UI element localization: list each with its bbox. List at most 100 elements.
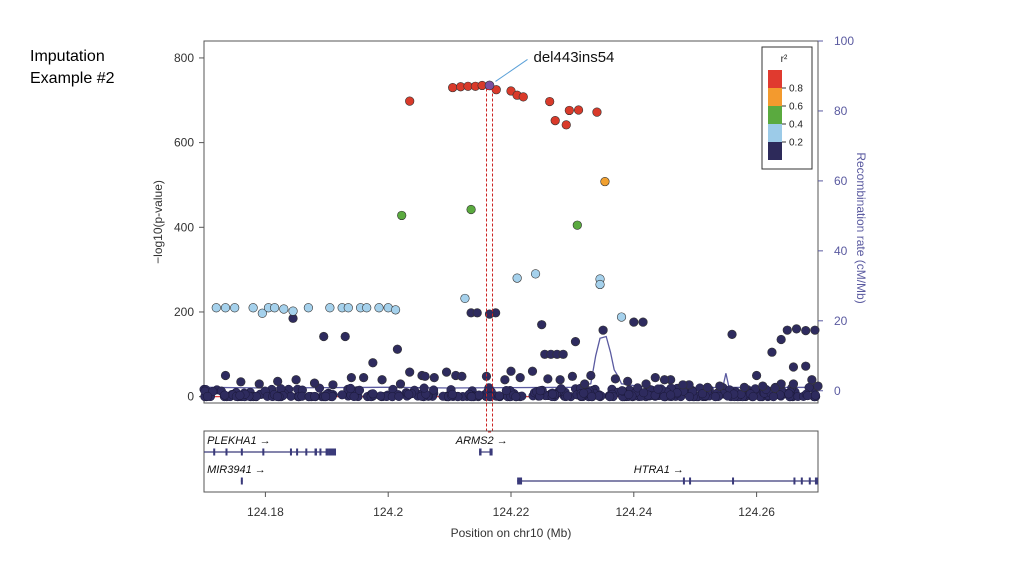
snp-point (610, 374, 620, 384)
snp-point (758, 381, 768, 391)
snp-point (639, 388, 649, 398)
gene-exon (814, 477, 818, 485)
snp-point (270, 303, 280, 313)
x-tick-label: 124.2 (373, 505, 403, 519)
x-tick-label: 124.26 (738, 505, 775, 519)
snp-point (782, 325, 792, 335)
snp-point (641, 379, 651, 389)
snp-point (494, 391, 504, 401)
snp-point (527, 366, 538, 376)
gene-label: ARMS2 → (455, 435, 508, 447)
snp-point (392, 344, 403, 354)
snp-point (791, 324, 802, 334)
snp-point (727, 329, 737, 340)
snp-point (447, 389, 457, 399)
recombination-axis: 0 20 40 60 80 100 (818, 34, 854, 398)
snp-point (472, 308, 482, 318)
snp-point (751, 370, 762, 381)
gene-exon (240, 448, 243, 456)
snp-point (272, 391, 282, 402)
legend-title: r² (781, 54, 788, 65)
snp-point (343, 303, 353, 313)
snp-point (460, 293, 470, 304)
snp-point (678, 380, 688, 390)
snp-point (561, 120, 571, 130)
snp-point (325, 303, 335, 313)
snp-point (484, 309, 495, 319)
snp-point (337, 390, 347, 400)
gene-exon (732, 477, 735, 485)
snp-point (595, 279, 605, 290)
snp-point (303, 303, 313, 313)
y2-tick-label: 0 (834, 384, 841, 398)
snp-point (535, 386, 545, 396)
snp-point (390, 305, 401, 315)
snp-point (530, 269, 541, 279)
y-tick-label: 800 (174, 51, 194, 65)
snp-point (374, 303, 384, 313)
gene-exon (225, 448, 228, 456)
gene-exon (489, 448, 493, 456)
snp-point (710, 392, 720, 402)
x-axis: 124.18 124.2 124.22 124.24 124.26 (247, 492, 775, 519)
legend-swatch (768, 70, 782, 88)
snp-point (768, 392, 779, 402)
snp-point (328, 380, 338, 390)
gene-exon (793, 477, 796, 485)
snp-point (441, 367, 452, 377)
gene-exon (305, 448, 308, 456)
y2-tick-label: 100 (834, 34, 854, 48)
x-tick-label: 124.18 (247, 505, 284, 519)
snp-point (236, 377, 246, 387)
snp-point (474, 390, 484, 400)
snp-point (600, 176, 610, 187)
legend-swatch (768, 106, 782, 124)
snp-point (349, 391, 359, 402)
x-tick-label: 124.22 (493, 505, 530, 519)
snp-point (592, 107, 602, 117)
y-axis-title: −log10(p-value) (151, 180, 165, 264)
gene-exon (319, 448, 322, 456)
recombination-rate-series (203, 335, 819, 389)
snp-point (515, 372, 525, 383)
snp-point (354, 385, 365, 395)
snp-point (501, 386, 511, 396)
snp-point (548, 389, 558, 399)
snp-point (235, 390, 245, 400)
lead-snp-point (484, 80, 495, 91)
gene-exon (517, 477, 523, 485)
snp-point (558, 349, 568, 359)
y-tick-label: 600 (174, 136, 194, 150)
snp-point (405, 96, 415, 106)
snp-point (429, 372, 439, 383)
snp-point (598, 325, 608, 335)
gene-exon (328, 448, 337, 456)
snp-point (397, 210, 407, 221)
snp-point (511, 392, 521, 402)
y2-tick-label: 20 (834, 314, 848, 328)
snp-point (605, 392, 615, 402)
y2-tick-label: 40 (834, 244, 848, 258)
gene-exon (682, 477, 685, 485)
snp-point (556, 384, 566, 394)
snp-point (810, 325, 820, 335)
snp-point (448, 82, 458, 93)
slide-title-line2: Example #2 (30, 70, 115, 87)
snp-point (788, 379, 799, 389)
snp-point (801, 361, 811, 371)
x-axis-title: Position on chr10 (Mb) (451, 526, 572, 540)
snp-point (368, 358, 378, 368)
snp-point (375, 391, 386, 401)
slide-title: Imputation Example #2 (30, 46, 115, 90)
snp-point (340, 331, 350, 342)
y2-tick-label: 60 (834, 174, 848, 188)
gene-exon (479, 448, 482, 456)
snp-point (404, 389, 414, 399)
snp-point (220, 370, 231, 381)
snp-point (466, 392, 477, 402)
gene-label: PLEKHA1 → (207, 435, 271, 447)
snp-point (623, 376, 633, 387)
snp-point (466, 204, 476, 215)
snp-point (702, 382, 713, 392)
